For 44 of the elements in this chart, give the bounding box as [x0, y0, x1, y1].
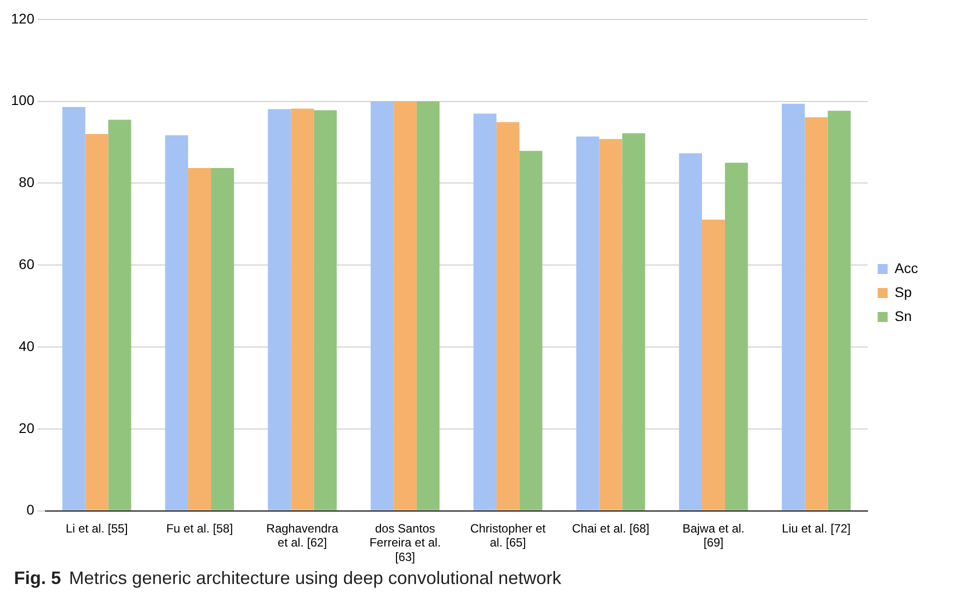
bar	[370, 101, 394, 510]
bar	[724, 162, 748, 510]
bar	[394, 101, 417, 510]
y-tick-label: 120	[11, 10, 35, 26]
bar	[519, 150, 542, 510]
x-tick-label: Bajwa et al. [69]	[682, 521, 745, 550]
bar	[290, 108, 314, 510]
text: Metrics generic architecture using deep convolutional network	[69, 568, 562, 588]
bar	[473, 114, 496, 510]
bar	[782, 104, 805, 510]
bar	[576, 136, 600, 510]
legend-label: Sp	[894, 284, 912, 300]
y-tick-label: 60	[18, 256, 35, 272]
x-tick-label: Christopher et al. [65]	[470, 521, 546, 550]
bar	[314, 110, 337, 510]
y-tick-label: 80	[18, 174, 35, 190]
bar	[416, 101, 440, 510]
legend-label: Sn	[894, 308, 912, 324]
x-tick-label: Raghavendra et al. [62]	[266, 521, 339, 550]
y-tick-label: 40	[18, 338, 35, 354]
caption: Fig. 5	[14, 568, 62, 588]
x-tick-label: Li et al. [55]	[66, 521, 128, 536]
y-tick-label: 0	[26, 502, 35, 518]
bar	[679, 153, 702, 510]
bar	[211, 168, 234, 510]
x-tick-label: Chai et al. [68]	[572, 521, 650, 536]
bar	[85, 134, 108, 510]
legend-label: Acc	[894, 260, 918, 276]
bar	[268, 109, 291, 510]
x-tick-label: dos Santos Ferreira et al. [63]	[369, 521, 441, 564]
x-tick-label: Fu et al. [58]	[166, 521, 233, 536]
bar	[62, 107, 86, 510]
bar	[828, 110, 851, 510]
bar	[599, 138, 622, 510]
bar	[622, 133, 646, 510]
y-tick-label: 20	[18, 420, 35, 436]
bar	[188, 168, 212, 510]
y-tick-label: 100	[11, 92, 35, 108]
bar	[108, 120, 132, 510]
bar	[165, 135, 188, 510]
bar	[702, 220, 725, 510]
x-tick-label: Liu et al. [72]	[782, 521, 851, 536]
bar	[804, 117, 828, 510]
bar	[496, 122, 520, 510]
